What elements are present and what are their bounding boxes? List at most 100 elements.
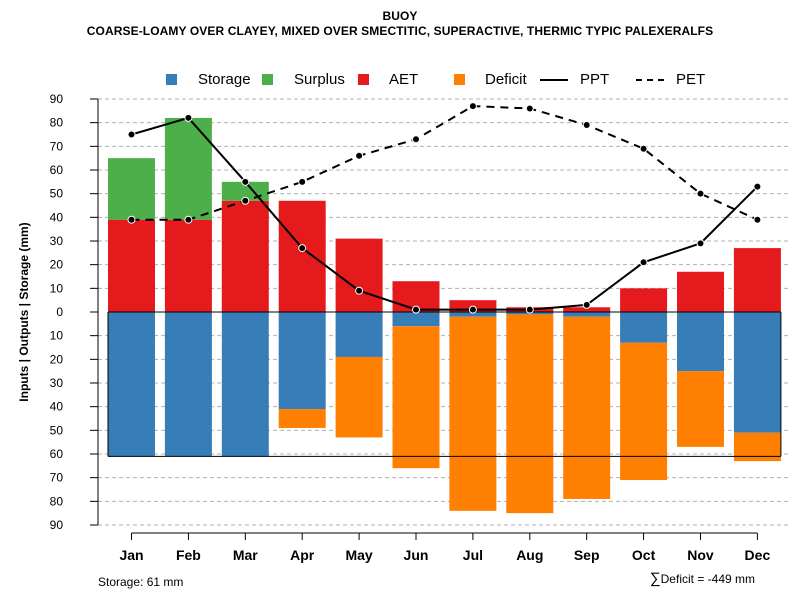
sum-symbol: ∑ [649, 570, 661, 587]
chart-subtitle: COARSE-LOAMY OVER CLAYEY, MIXED OVER SME… [86, 24, 714, 38]
x-tick-label-apr: Apr [290, 547, 315, 563]
storage-bar-mar [221, 312, 269, 457]
pet-point-nov [696, 189, 705, 198]
y-tick-label: 70 [50, 139, 64, 153]
ppt-point-oct [639, 258, 648, 267]
deficit-bar-may [335, 356, 383, 438]
aet-bar-apr [278, 200, 326, 312]
legend-label-deficit: Deficit [485, 71, 527, 88]
x-tick-label-jun: Jun [404, 547, 429, 563]
aet-bar-oct [620, 288, 668, 312]
y-tick-label: 80 [50, 116, 64, 130]
x-tick-label-may: May [345, 547, 372, 563]
x-tick-label-mar: Mar [233, 547, 258, 563]
legend-label-pet: PET [676, 71, 706, 88]
pet-point-jan [127, 215, 136, 224]
legend-label-aet: AET [389, 71, 419, 88]
x-tick-label-dec: Dec [745, 547, 771, 563]
surplus-bar-jan [108, 158, 155, 220]
y-tick-label: 40 [50, 210, 64, 224]
aet-bar-nov [677, 271, 724, 312]
deficit-bar-apr [278, 409, 326, 428]
storage-bar-jul [449, 312, 497, 317]
x-tick-label-nov: Nov [687, 547, 714, 563]
deficit-note-text: Deficit = -449 mm [660, 572, 755, 586]
legend-swatch-storage [166, 74, 177, 85]
y-tick-label: 10 [50, 281, 64, 295]
x-tick-label-jan: Jan [119, 547, 143, 563]
aet-bar-jan [108, 219, 155, 312]
ppt-point-apr [298, 244, 307, 253]
storage-bar-jan [108, 312, 155, 457]
x-tick-label-aug: Aug [516, 547, 543, 563]
aet-bar-may [335, 238, 383, 312]
ppt-point-dec [753, 182, 762, 191]
deficit-bar-nov [677, 371, 724, 447]
legend-line-pet [636, 79, 664, 81]
aet-bar-sep [563, 307, 611, 312]
ppt-point-may [355, 286, 364, 295]
y-tick-label: 90 [50, 518, 64, 532]
pet-point-dec [753, 215, 762, 224]
x-tick-label-jul: Jul [463, 547, 483, 563]
pet-point-mar [241, 196, 250, 205]
deficit-bar-sep [563, 316, 611, 499]
legend-line-ppt [540, 79, 568, 81]
surplus-bar-feb [164, 117, 212, 220]
pet-point-sep [582, 121, 591, 130]
legend-swatch-aet [358, 74, 369, 85]
chart-title: BUOY [382, 9, 418, 23]
storage-bar-dec [733, 312, 781, 433]
chart-legend: Storage Surplus AET Deficit PPT PET [0, 70, 800, 90]
deficit-bar-aug [506, 314, 554, 514]
deficit-bar-jul [449, 316, 497, 511]
storage-note: Storage: 61 mm [98, 575, 184, 589]
storage-bar-oct [620, 312, 668, 343]
pet-point-may [355, 151, 364, 160]
pet-point-apr [298, 177, 307, 186]
ppt-point-feb [184, 113, 193, 122]
legend-swatch-surplus [262, 74, 273, 85]
pet-point-oct [639, 144, 648, 153]
aet-bar-mar [221, 200, 269, 312]
aet-bar-dec [733, 248, 781, 312]
legend-swatch-deficit [454, 74, 465, 85]
x-tick-label-oct: Oct [632, 547, 656, 563]
x-tick-label-sep: Sep [574, 547, 600, 563]
ppt-point-aug [525, 305, 534, 314]
y-tick-label: 40 [50, 400, 64, 414]
ppt-point-jan [127, 130, 136, 139]
ppt-point-jul [468, 305, 477, 314]
legend-label-surplus: Surplus [294, 71, 345, 88]
ppt-point-jun [412, 305, 420, 314]
deficit-note: ∑Deficit = -449 mm [650, 570, 755, 587]
y-tick-label: 50 [50, 423, 64, 437]
ppt-line [131, 116, 759, 311]
x-tick-label-feb: Feb [176, 547, 201, 563]
y-tick-label: 60 [50, 163, 64, 177]
y-tick-label: 0 [56, 305, 63, 319]
y-tick-label: 10 [50, 329, 64, 343]
y-tick-label: 60 [50, 447, 64, 461]
legend-label-storage: Storage [198, 71, 251, 88]
deficit-bar-jun [392, 326, 440, 469]
y-tick-label: 80 [50, 494, 64, 508]
storage-bar-jun [392, 312, 440, 327]
pet-point-aug [525, 104, 534, 113]
y-tick-label: 20 [50, 258, 64, 272]
legend-label-ppt: PPT [580, 71, 610, 88]
storage-bar-sep [563, 312, 611, 317]
y-tick-label: 20 [50, 352, 64, 366]
y-axis-label: Inputs | Outputs | Storage (mm) [17, 222, 31, 402]
storage-bar-apr [278, 312, 326, 410]
pet-point-feb [184, 215, 193, 224]
storage-bar-nov [677, 312, 724, 372]
storage-bar-feb [164, 312, 212, 457]
y-tick-label: 90 [50, 92, 64, 106]
y-tick-label: 30 [50, 376, 64, 390]
ppt-point-mar [241, 177, 250, 186]
ppt-point-sep [582, 300, 591, 309]
pet-point-jul [468, 102, 477, 111]
pet-point-jun [412, 135, 420, 144]
